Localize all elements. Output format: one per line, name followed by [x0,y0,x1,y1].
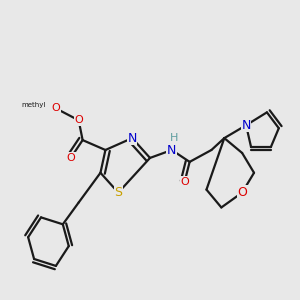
Text: N: N [167,143,176,157]
Text: O: O [52,103,60,113]
Text: O: O [66,153,75,163]
Text: N: N [242,119,251,132]
Text: O: O [180,177,189,187]
Text: N: N [128,132,137,145]
Text: S: S [114,186,122,199]
Text: methyl: methyl [22,102,46,108]
Text: O: O [237,186,247,199]
Text: H: H [169,133,178,143]
Text: O: O [74,115,83,125]
